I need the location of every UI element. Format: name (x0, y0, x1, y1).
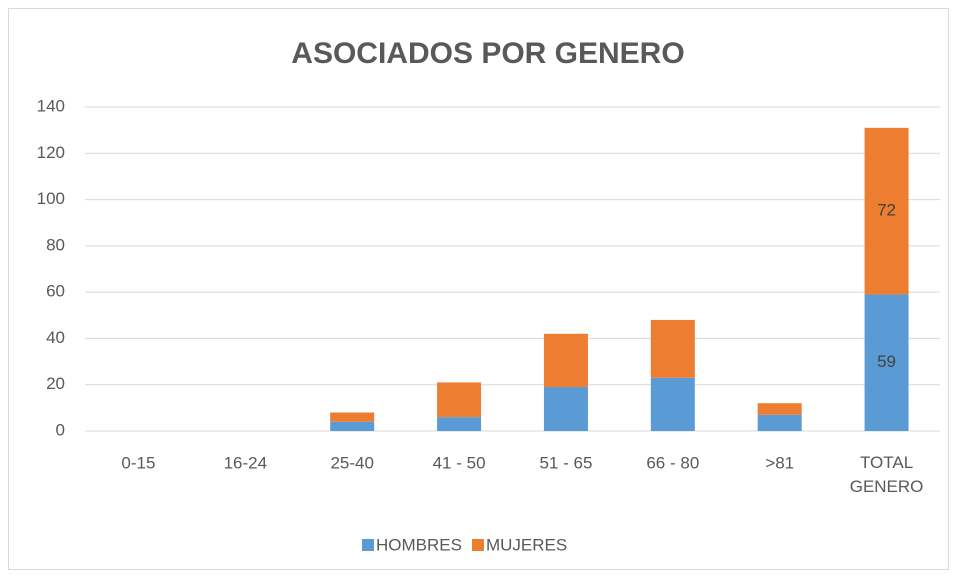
bar-segment (330, 412, 375, 422)
y-tick-label: 20 (46, 374, 65, 393)
y-tick-label: 0 (56, 420, 65, 439)
legend-swatch (362, 539, 374, 551)
x-tick-label: 41 - 50 (433, 453, 486, 472)
bar-segment (543, 333, 588, 388)
bar-segment (757, 414, 802, 431)
bar-segment (437, 382, 482, 418)
bar-segment (437, 417, 482, 431)
bar-segment (757, 403, 802, 415)
y-tick-label: 80 (46, 235, 65, 254)
y-tick-label: 60 (46, 282, 65, 301)
y-tick-label: 120 (37, 143, 65, 162)
chart-border (8, 8, 949, 570)
data-label: 59 (877, 352, 896, 371)
data-label: 72 (877, 201, 896, 220)
x-tick-label: 25-40 (330, 453, 373, 472)
legend-swatch (471, 539, 484, 551)
x-tick-label: TOTAL GENERO (850, 453, 924, 496)
y-tick-label: 40 (46, 328, 65, 347)
bar-segment (864, 294, 909, 431)
x-tick-label: 16-24 (224, 453, 267, 472)
bar-segment (650, 319, 695, 378)
chart-title: ASOCIADOS POR GENERO (291, 37, 684, 70)
bar-segment (650, 377, 695, 431)
bar-segment (864, 127, 909, 295)
x-tick-label: 51 - 65 (539, 453, 592, 472)
x-tick-label: 0-15 (121, 453, 155, 472)
bar-segment (543, 387, 588, 431)
x-tick-label: >81 (765, 453, 794, 472)
legend-label: HOMBRES (376, 535, 462, 554)
y-tick-label: 100 (37, 189, 65, 208)
bar-segment (330, 421, 375, 431)
legend-label: MUJERES (486, 535, 567, 554)
y-tick-label: 140 (37, 96, 65, 115)
x-tick-label: 66 - 80 (646, 453, 699, 472)
